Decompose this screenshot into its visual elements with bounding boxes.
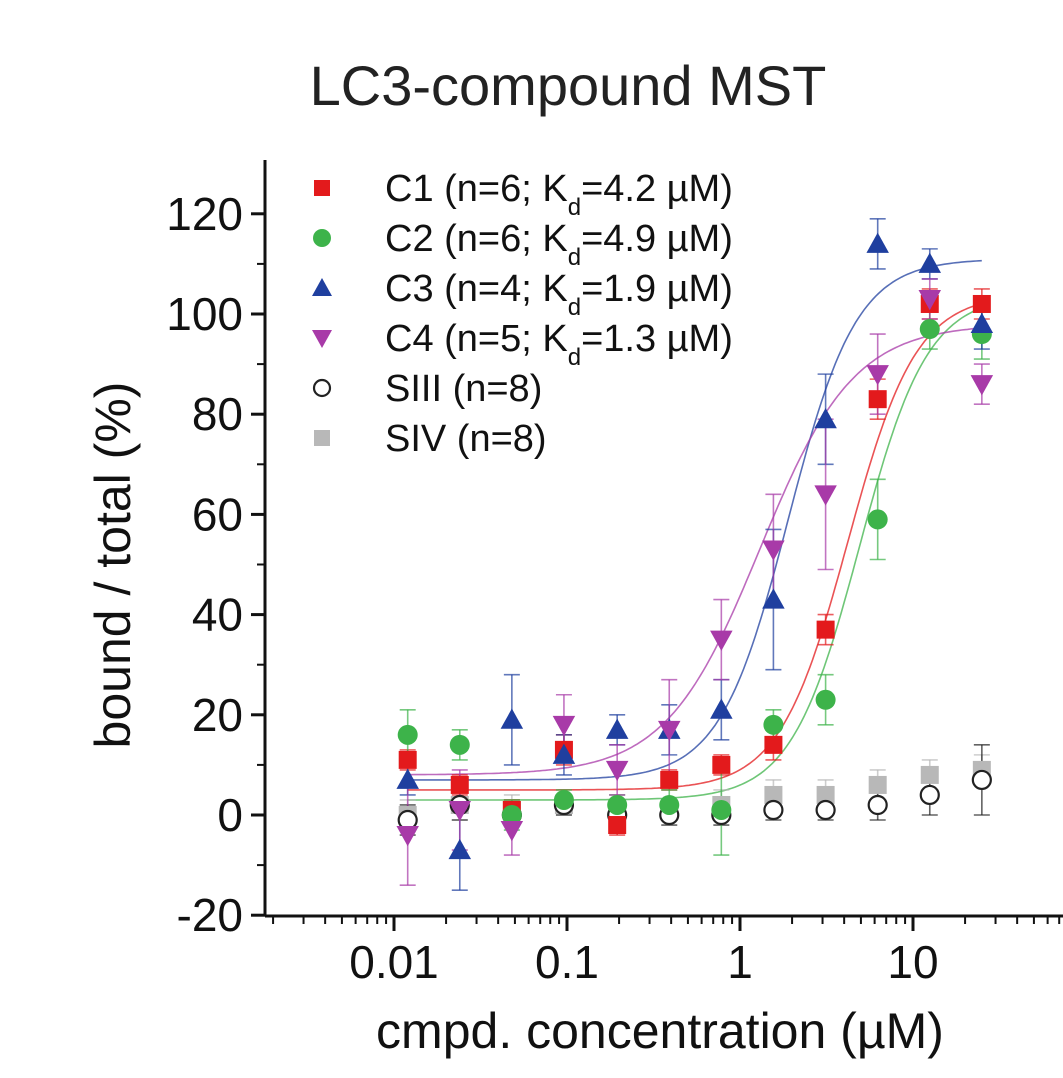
point-c4 [762, 540, 785, 561]
point-c3 [552, 743, 576, 764]
legend-label-c2: C2 (n=6; Kd=4.9 µM) [385, 218, 733, 271]
point-siii [815, 799, 836, 821]
x-tick-label: 10 [887, 936, 938, 988]
point-c3 [500, 708, 524, 729]
fit-curve-c4 [407, 327, 982, 776]
y-tick-label: -20 [177, 889, 243, 941]
point-c1 [608, 816, 627, 835]
point-c2 [607, 794, 628, 815]
point-c1 [450, 775, 469, 794]
y-tick-label: 80 [192, 388, 243, 440]
point-c2 [867, 509, 888, 530]
point-c2 [501, 805, 522, 825]
point-c2 [449, 734, 470, 755]
point-c1 [972, 294, 991, 313]
plot-frame [263, 160, 1063, 918]
point-c4 [448, 800, 472, 822]
x-axis-ticks: 0.01 0.1 1 10 [272, 916, 1061, 988]
y-tick-label: 60 [192, 488, 243, 540]
point-c1 [764, 735, 783, 754]
fit-curves [407, 259, 983, 801]
point-siii [919, 784, 940, 806]
legend-label-c1: C1 (n=6; Kd=4.2 µM) [385, 168, 733, 221]
y-tick-label: 100 [166, 288, 243, 340]
chart-title: LC3-compound MST [310, 54, 827, 117]
x-tick-label: 1 [727, 936, 753, 988]
point-c3 [396, 768, 419, 789]
legend-marker-c1 [314, 180, 330, 196]
point-c2 [815, 689, 836, 710]
y-tick-label: 0 [217, 789, 243, 841]
point-c3 [448, 838, 472, 860]
legend-marker-siv [314, 430, 330, 446]
y-tick-label: 20 [192, 689, 243, 741]
point-c4 [814, 485, 837, 506]
y-axis-label: bound / total (%) [85, 382, 141, 749]
point-siv [816, 785, 835, 804]
point-c2 [711, 799, 732, 820]
legend-label-c4: C4 (n=5; Kd=1.3 µM) [385, 318, 733, 371]
point-siv [764, 785, 783, 804]
point-c1 [712, 755, 731, 774]
point-c2 [397, 724, 418, 745]
fit-curve-c1 [407, 302, 983, 791]
y-tick-label: 40 [192, 589, 243, 641]
data-points [396, 232, 994, 860]
point-c1 [868, 390, 887, 409]
point-c3 [814, 407, 837, 429]
legend-marker-c3 [312, 278, 332, 296]
point-siv [920, 765, 939, 784]
point-c3 [605, 718, 629, 739]
point-c4 [866, 365, 889, 386]
point-c1 [660, 770, 679, 789]
legend-marker-c2 [313, 229, 331, 247]
y-tick-label: 120 [166, 188, 243, 240]
point-c2 [553, 789, 574, 810]
legend-label-c3: C3 (n=4; Kd=1.9 µM) [385, 268, 733, 321]
point-c3 [918, 252, 942, 273]
point-c3 [866, 232, 889, 253]
point-c3 [970, 312, 994, 334]
legend: C1 (n=6; Kd=4.2 µM)C2 (n=6; Kd=4.9 µM)C3… [312, 168, 733, 460]
legend-marker-c4 [312, 330, 332, 348]
x-axis-label: cmpd. concentration (µM) [376, 1003, 944, 1059]
point-c2 [763, 714, 784, 735]
legend-label-siv: SIV (n=8) [385, 418, 547, 460]
fit-curve-c3 [407, 259, 982, 781]
legend-label-siii: SIII (n=8) [385, 368, 542, 410]
legend-marker-siii [312, 378, 332, 398]
point-siii [867, 794, 888, 816]
point-c2 [919, 319, 940, 340]
point-c3 [762, 588, 785, 609]
y-axis-ticks: -20 0 20 40 60 80 100 120 [166, 188, 265, 941]
point-c4 [918, 289, 942, 311]
point-siii [971, 769, 992, 791]
x-tick-label: 0.01 [349, 936, 439, 988]
point-c4 [970, 375, 994, 396]
point-c4 [605, 760, 629, 782]
point-c1 [398, 750, 417, 769]
point-c3 [710, 698, 733, 719]
point-c4 [500, 821, 524, 842]
fit-curve-c2 [407, 306, 983, 801]
point-c4 [552, 715, 576, 737]
point-c4 [658, 720, 681, 742]
x-tick-label: 0.1 [535, 936, 599, 988]
point-c4 [710, 630, 733, 651]
point-siii [763, 799, 784, 821]
point-c4 [396, 826, 419, 847]
point-c2 [659, 794, 680, 815]
point-siv [868, 775, 887, 794]
point-c1 [816, 620, 835, 639]
